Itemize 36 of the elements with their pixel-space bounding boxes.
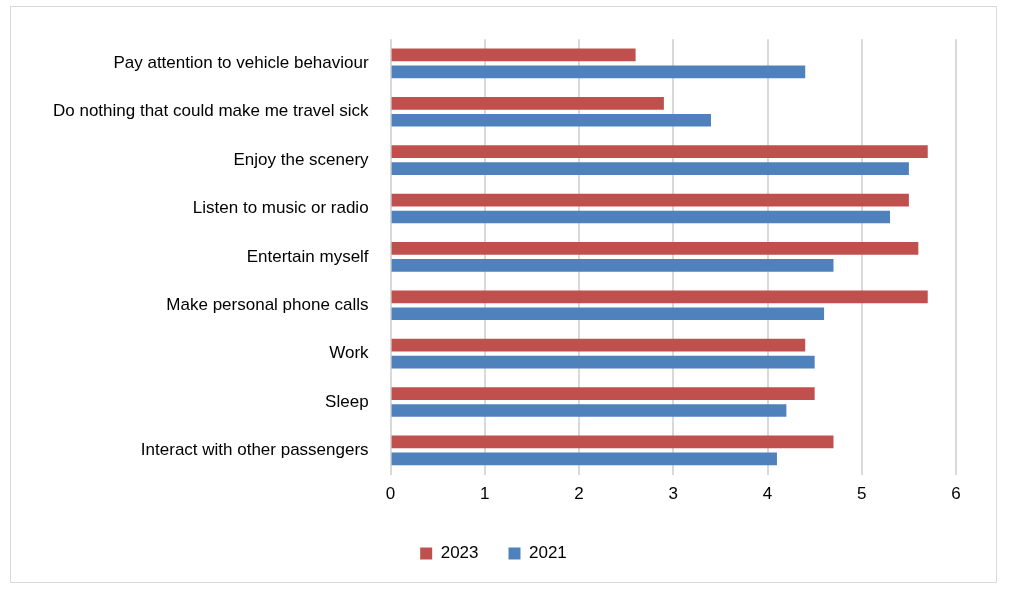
legend-label: 2023 [440,543,479,563]
x-tick-label: 6 [951,484,961,504]
bar [391,452,777,466]
bar [391,48,636,62]
y-tick-label: Listen to music or radio [192,198,369,218]
y-tick-label: Make personal phone calls [166,294,369,314]
bar [391,96,664,110]
bar [391,242,919,255]
y-tick-label: Do nothing that could make me travel sick [52,101,370,121]
bar [391,145,928,159]
bar [391,387,815,400]
bar [391,113,711,127]
y-tick-label: Sleep [325,391,369,411]
y-tick-label: Pay attention to vehicle behaviour [113,53,369,73]
y-tick-label: Work [329,343,370,363]
legend-label: 2021 [529,543,567,563]
y-tick-label: Interact with other passengers [140,440,369,460]
y-tick-label: Entertain myself [246,246,369,266]
x-tick-label: 5 [857,484,867,504]
x-tick-label: 1 [480,484,490,504]
x-tick-label: 2 [574,484,584,504]
x-tick-label: 0 [385,484,396,504]
y-tick-label: Enjoy the scenery [233,149,370,169]
bar [391,435,834,449]
bar [391,210,891,224]
bar [391,259,834,272]
bar [391,355,815,369]
x-tick-label: 4 [762,484,773,504]
x-tick-label: 3 [668,484,679,504]
bar [391,162,909,175]
bar [391,290,928,304]
bar [391,338,806,352]
bar [391,404,787,417]
bar [391,65,806,79]
bar [391,307,825,321]
bar [391,193,909,207]
